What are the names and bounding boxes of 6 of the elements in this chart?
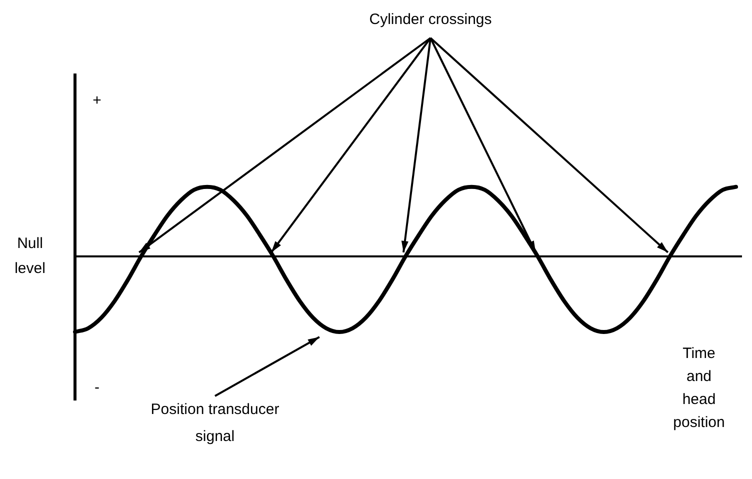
text: - (94, 379, 100, 396)
x-axis-title: Time and head position (673, 345, 725, 432)
text: Cylinder crossings (369, 11, 492, 28)
text: Position transducer signal (150, 401, 280, 446)
ref-line-label: Null level (14, 235, 46, 278)
text: + (92, 92, 102, 110)
